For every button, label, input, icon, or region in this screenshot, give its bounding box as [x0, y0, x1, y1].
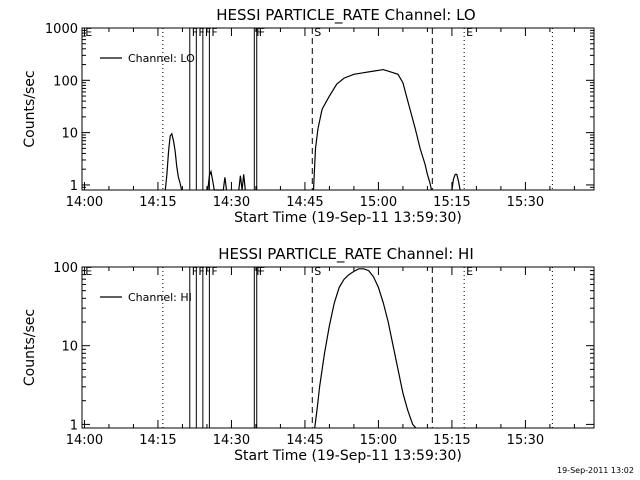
x-tick-label: 15:30 — [507, 433, 544, 448]
flag-label: F — [256, 265, 262, 278]
x-tick-label: 15:15 — [433, 433, 470, 448]
flag-label: E — [85, 265, 92, 278]
y-tick-label: 1 — [70, 418, 78, 433]
data-series-line — [314, 268, 417, 429]
flag-label: F — [192, 26, 198, 39]
flag-label: F — [198, 265, 204, 278]
x-tick-label: 14:30 — [213, 433, 250, 448]
x-tick-label: 14:45 — [286, 195, 323, 210]
flag-label: E — [466, 265, 473, 278]
x-tick-label: 14:30 — [213, 195, 250, 210]
y-tick-label: 10 — [61, 127, 78, 142]
plot-frame — [81, 266, 595, 429]
y-axis-label: Counts/sec — [22, 70, 38, 147]
chart-panel-0: HESSI PARTICLE_RATE Channel: LO 14:00 14:1… — [22, 6, 595, 226]
x-tick-label: 15:00 — [360, 433, 397, 448]
y-tick-label: 1000 — [45, 22, 78, 37]
flag-label: E — [85, 26, 92, 39]
data-series-line — [164, 68, 461, 191]
x-tick-label: 14:15 — [139, 433, 176, 448]
x-axis-label: Start Time (19-Sep-11 13:59:30) — [234, 210, 462, 226]
x-axis-label: Start Time (19-Sep-11 13:59:30) — [234, 448, 462, 464]
flag-label: F — [198, 26, 204, 39]
x-tick-label: 15:00 — [360, 195, 397, 210]
flag-label: F — [211, 26, 217, 39]
flag-label: E — [466, 26, 473, 39]
chart-title: HESSI PARTICLE_RATE Channel: HI — [218, 245, 474, 264]
x-tick-label: 15:15 — [433, 195, 470, 210]
flag-label: F — [205, 26, 211, 39]
x-tick-label: 14:15 — [139, 195, 176, 210]
flag-label: F — [211, 265, 217, 278]
plot-frame — [81, 27, 595, 191]
legend-label: Channel: LO — [128, 52, 195, 65]
x-tick-label: 14:00 — [66, 195, 103, 210]
x-tick-label: 14:00 — [66, 433, 103, 448]
legend-label: Channel: HI — [128, 291, 192, 304]
flag-label: F — [192, 265, 198, 278]
y-tick-label: 1 — [70, 179, 78, 194]
chart-title: HESSI PARTICLE_RATE Channel: LO — [216, 6, 475, 25]
y-tick-label: 10 — [61, 340, 78, 355]
x-tick-label: 15:30 — [507, 195, 544, 210]
timestamp-stamp: 19-Sep-2011 13:02 — [557, 466, 634, 475]
y-tick-label: 100 — [53, 74, 78, 89]
flag-label: F — [259, 265, 265, 278]
flag-label: F — [256, 26, 262, 39]
chart-panel-1: HESSI PARTICLE_RATE Channel: HI 14:00 14:1… — [22, 245, 595, 464]
y-tick-label: 100 — [53, 261, 78, 276]
flag-label: F — [259, 26, 265, 39]
flag-label: F — [205, 265, 211, 278]
y-axis-label: Counts/sec — [22, 309, 38, 386]
flag-label: S — [314, 265, 321, 278]
flag-label: S — [314, 26, 321, 39]
x-tick-label: 14:45 — [286, 433, 323, 448]
